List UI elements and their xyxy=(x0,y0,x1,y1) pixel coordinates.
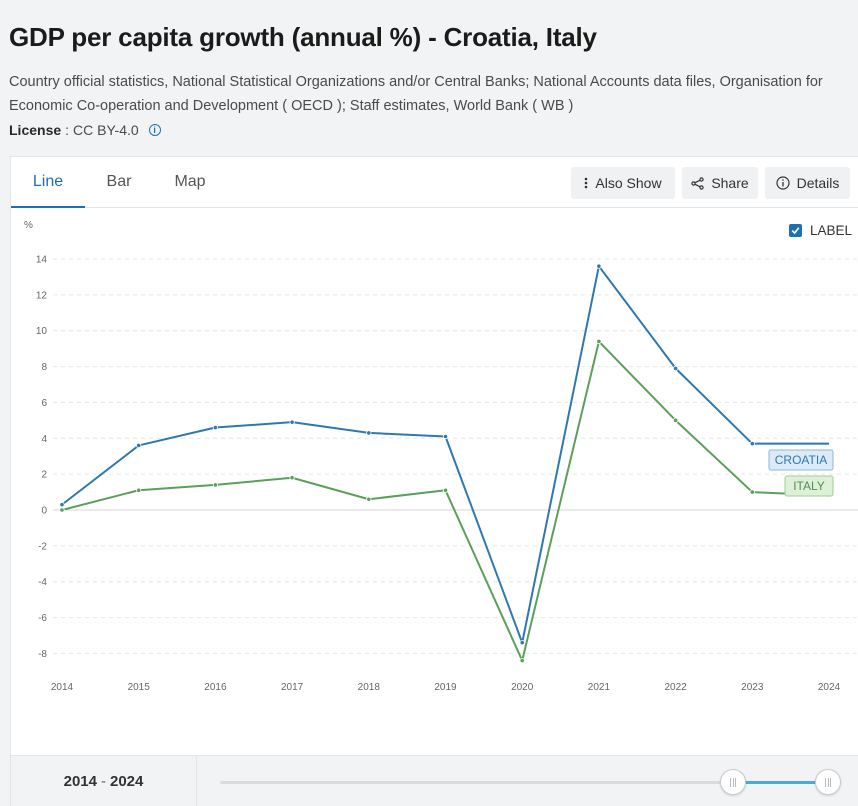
y-tick-label: 2 xyxy=(41,470,47,481)
data-point-croatia[interactable] xyxy=(212,424,218,431)
x-tick-label: 2014 xyxy=(51,682,74,693)
tab-line[interactable]: Line xyxy=(11,157,85,208)
data-point-croatia[interactable] xyxy=(442,433,449,440)
check-icon xyxy=(791,227,800,235)
x-tick-label: 2020 xyxy=(511,682,534,693)
range-track[interactable] xyxy=(220,781,828,784)
x-tick-label: 2016 xyxy=(204,682,227,693)
y-tick-label: 12 xyxy=(36,290,48,301)
label-toggle[interactable]: LABEL xyxy=(789,223,852,238)
y-tick-label: 4 xyxy=(41,434,47,445)
y-tick-label: -4 xyxy=(38,577,47,588)
x-tick-label: 2024 xyxy=(818,682,841,693)
y-tick-label: -6 xyxy=(38,613,47,624)
tab-bar[interactable]: Bar xyxy=(106,173,132,190)
chart-panel: Line Bar Map Also Show Share Details LAB… xyxy=(10,156,858,806)
range-footer: 2014-2024 xyxy=(11,755,858,806)
details-button[interactable]: Details xyxy=(765,167,850,199)
data-point-italy[interactable] xyxy=(59,507,65,513)
page-title: GDP per capita growth (annual %) - Croat… xyxy=(9,22,597,52)
series-label-text: ITALY xyxy=(793,479,825,493)
series-label-italy: ITALY xyxy=(784,475,834,497)
label-checkbox[interactable] xyxy=(789,224,802,237)
data-point-italy[interactable] xyxy=(442,487,449,493)
y-axis-ticks: 14 12 10 8 6 4 2 0 -2 -4 -6 -8 xyxy=(36,255,48,660)
also-show-button[interactable]: Also Show xyxy=(571,167,675,199)
series-label-text: CROATIA xyxy=(775,453,827,467)
x-tick-label: 2017 xyxy=(281,682,304,693)
x-tick-label: 2021 xyxy=(588,682,611,693)
x-tick-label: 2015 xyxy=(128,682,151,693)
range-start: 2014 xyxy=(63,773,97,790)
data-point-croatia[interactable] xyxy=(136,442,142,449)
series-labels: CROATIA ITALY xyxy=(768,449,834,497)
series-label-croatia: CROATIA xyxy=(768,449,834,471)
license-separator: : xyxy=(65,122,70,138)
data-point-italy[interactable] xyxy=(596,338,602,345)
y-tick-label: -8 xyxy=(38,649,47,660)
y-tick-label: 0 xyxy=(41,506,47,517)
data-point-croatia[interactable] xyxy=(289,419,295,425)
license-label: License xyxy=(9,122,62,138)
tab-map[interactable]: Map xyxy=(174,173,206,190)
data-point-italy[interactable] xyxy=(366,496,372,502)
info-circle-icon xyxy=(775,176,790,190)
data-point-croatia[interactable] xyxy=(749,441,755,447)
x-axis-ticks: 2014 2015 2016 2017 2018 2019 2020 2021 2022 2023… xyxy=(51,682,841,693)
range-label: 2014-2024 xyxy=(11,756,197,806)
x-tick-label: 2019 xyxy=(434,682,457,693)
data-point-italy[interactable] xyxy=(212,482,218,488)
details-label: Details xyxy=(796,175,840,191)
series-line-italy[interactable] xyxy=(61,340,830,662)
license-value: CC BY-4.0 xyxy=(73,122,139,138)
range-selected xyxy=(733,781,828,784)
data-point-italy[interactable] xyxy=(519,657,525,664)
more-vertical-icon xyxy=(585,177,588,189)
data-point-italy[interactable] xyxy=(289,475,295,481)
x-tick-label: 2022 xyxy=(664,682,687,693)
info-icon[interactable]: i xyxy=(148,124,161,136)
y-tick-label: 8 xyxy=(41,362,47,373)
y-tick-label: 14 xyxy=(36,255,48,266)
data-point-italy[interactable] xyxy=(749,489,755,495)
series-line-croatia[interactable] xyxy=(61,265,829,644)
y-axis-label: % xyxy=(24,220,33,231)
range-end-handle[interactable] xyxy=(815,769,841,795)
data-sources: Country official statistics, National St… xyxy=(9,74,823,114)
x-tick-label: 2023 xyxy=(741,682,764,693)
range-separator: - xyxy=(101,773,106,790)
grid-lines xyxy=(53,258,858,654)
x-tick-label: 2018 xyxy=(358,682,381,693)
chart-tabs: Line Bar Map Also Show Share Details xyxy=(11,157,858,208)
share-button[interactable]: Share xyxy=(682,167,758,199)
range-start-handle[interactable] xyxy=(720,769,746,795)
share-icon xyxy=(691,176,705,190)
data-point-croatia[interactable] xyxy=(59,502,65,508)
label-toggle-text: LABEL xyxy=(810,223,853,238)
share-label: Share xyxy=(711,175,749,191)
y-tick-label: 10 xyxy=(36,326,48,337)
y-tick-label: 6 xyxy=(41,398,47,409)
data-point-italy[interactable] xyxy=(136,487,142,493)
data-point-croatia[interactable] xyxy=(366,430,372,436)
series-label-box xyxy=(768,449,834,471)
data-point-italy[interactable] xyxy=(672,417,679,423)
series-label-box xyxy=(784,475,834,497)
also-show-label: Also Show xyxy=(595,175,662,191)
data-point-croatia[interactable] xyxy=(596,263,602,269)
series-group xyxy=(59,263,830,664)
license-line: License : CC BY-4.0 i xyxy=(9,122,161,138)
data-point-croatia[interactable] xyxy=(672,365,679,371)
data-point-croatia[interactable] xyxy=(519,640,525,646)
range-end: 2024 xyxy=(110,773,144,790)
y-tick-label: -2 xyxy=(38,541,47,552)
